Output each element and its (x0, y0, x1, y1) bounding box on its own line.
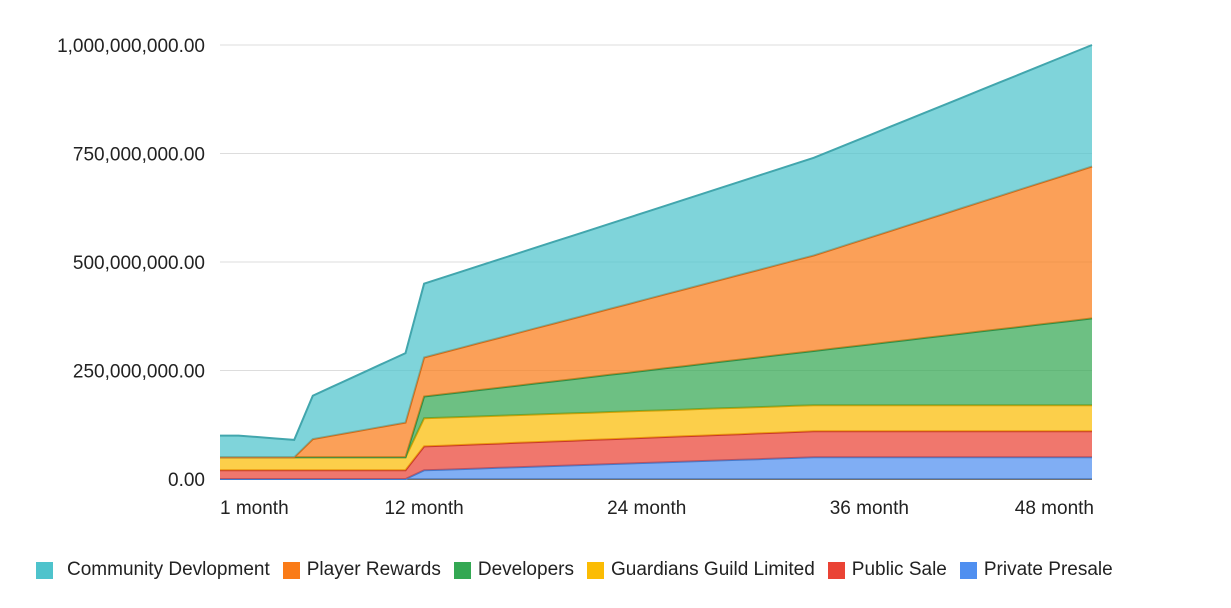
x-tick-label: 24 month (607, 498, 686, 519)
legend-label: Community Devlopment (67, 559, 270, 580)
y-tick-label: 250,000,000.00 (73, 362, 205, 383)
legend-label: Private Presale (983, 559, 1113, 580)
x-tick-label: 36 month (830, 498, 909, 519)
x-tick-label: 1 month (220, 498, 289, 519)
y-tick-label: 0.00 (168, 470, 205, 491)
y-tick-label: 750,000,000.00 (73, 145, 205, 166)
area-player-rewards (220, 166, 1092, 458)
y-tick-label: 500,000,000.00 (73, 253, 205, 274)
legend-item: Player Rewards (282, 559, 441, 581)
area-edge-community-devlopment (220, 44, 1093, 441)
legend-swatch (827, 561, 845, 579)
legend-label: Developers (477, 559, 574, 580)
y-tick-label: 1,000,000,000.00 (57, 36, 205, 57)
legend-label: Public Sale (851, 559, 947, 580)
x-tick-label: 12 month (384, 498, 463, 519)
area-developers (220, 318, 1092, 458)
area-guardians-guild-limited (220, 405, 1092, 471)
y-axis: 0.00 250,000,000.00 500,000,000.00 750,000,… (57, 36, 205, 491)
area-series (220, 44, 1093, 480)
legend-item: Developers (453, 559, 574, 581)
legend-item: Public Sale (827, 559, 947, 581)
legend-swatch (282, 561, 300, 579)
legend-label: Player Rewards (306, 559, 441, 580)
legend-swatch (959, 561, 977, 579)
legend: Community Devlopment Player Rewards Develo… (36, 555, 1126, 585)
legend-swatch (586, 561, 604, 579)
legend-label: Guardians Guild Limited (610, 559, 815, 580)
x-axis: 1 month 12 month 24 month 36 month 48 month (220, 498, 1094, 519)
legend-item: Community Devlopment (36, 559, 270, 581)
area-community-devlopment (220, 45, 1092, 458)
legend-item: Private Presale (959, 559, 1113, 581)
area-public-sale (220, 431, 1092, 479)
area-private-presale (220, 457, 1092, 479)
stacked-area-chart: 0.00 250,000,000.00 500,000,000.00 750,000,… (57, 36, 1094, 519)
legend-swatch (453, 561, 471, 579)
x-tick-label: 48 month (1015, 498, 1094, 519)
legend-swatch (36, 561, 53, 579)
legend-item: Guardians Guild Limited (586, 559, 815, 581)
